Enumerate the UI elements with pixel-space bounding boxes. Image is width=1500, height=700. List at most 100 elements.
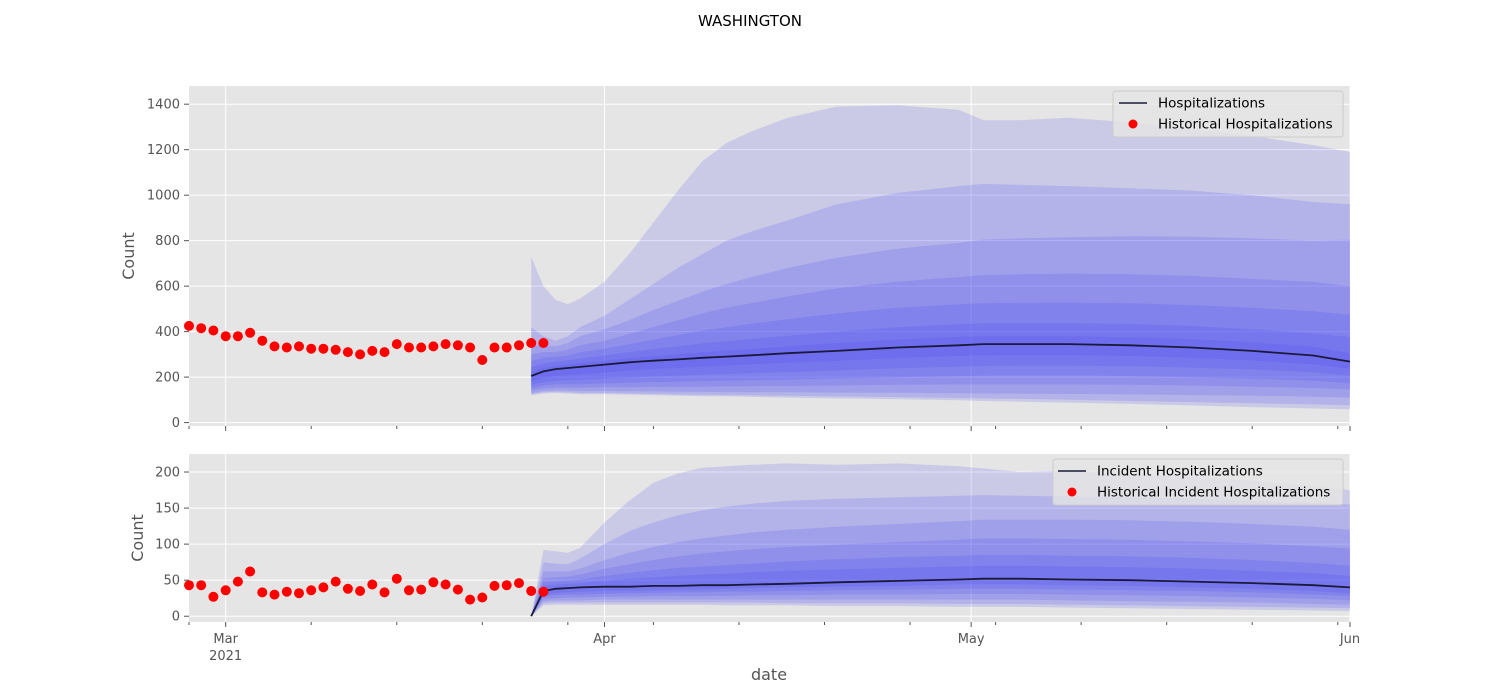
observed-point	[355, 349, 366, 360]
observed-point	[489, 580, 500, 591]
x-tick-label: May	[958, 632, 985, 647]
observed-point	[232, 576, 243, 587]
uncertainty-band-3	[531, 273, 1350, 391]
forecast-median-line	[530, 577, 1351, 617]
uncertainty-band-1	[531, 495, 1350, 617]
observed-point	[257, 587, 268, 598]
observed-point	[391, 339, 402, 350]
grid-hospitalizations	[189, 86, 1351, 426]
legend-box	[1052, 458, 1344, 506]
observed-point	[428, 577, 439, 588]
plot-area-hospitalizations	[189, 86, 1350, 426]
y-tick-label: 600	[155, 280, 180, 295]
observed-point	[514, 578, 524, 589]
y-tick-label: 200	[155, 371, 180, 386]
y-tick-label: 1400	[147, 98, 180, 113]
observed-point	[440, 579, 451, 590]
observed-point	[269, 589, 280, 600]
observed-point	[379, 587, 390, 598]
y-tick-label: 200	[155, 466, 180, 481]
x-tick-label: Apr	[593, 632, 616, 647]
y-tick-label: 0	[172, 416, 180, 431]
y-axis-label-hospitalizations: Count	[119, 232, 138, 280]
observed-point	[257, 335, 268, 346]
y-tick-label: 1000	[147, 189, 180, 204]
observed-point	[196, 580, 207, 591]
observed-point	[196, 323, 207, 334]
y-tick-label: 800	[155, 234, 180, 249]
marks-hospitalizations	[184, 320, 1351, 377]
y-tick-label: 150	[155, 502, 180, 517]
observed-point	[465, 594, 476, 605]
observed-point	[269, 341, 280, 352]
uncertainty-bands-hospitalizations	[531, 105, 1350, 410]
y-axis-label-incident-hospitalizations: Count	[128, 514, 147, 562]
legend-label-forecast: Hospitalizations	[1158, 96, 1265, 112]
y-ticks-hospitalizations: 0 200 400 600 800 1000 1200 1400	[147, 98, 189, 431]
incident-hospitalizations-panel: 0 50 100 150 200 Mar 2021 Apr May Jun Count Inci…	[128, 454, 1360, 664]
observed-point	[538, 338, 549, 348]
marks-incident-hospitalizations	[184, 566, 1351, 617]
observed-point	[220, 331, 231, 342]
observed-point	[294, 341, 304, 352]
legend-label-forecast: Incident Hospitalizations	[1097, 464, 1263, 480]
hospitalizations-panel: 0 200 400 600 800 1000 1200 1400 Count Hospital…	[119, 86, 1351, 431]
legend-hospitalizations: Hospitalizations Historical Hospitalizat…	[1112, 90, 1344, 138]
observed-point	[477, 355, 488, 365]
observed-point	[428, 341, 439, 352]
uncertainty-band-4	[531, 554, 1350, 617]
legend-label-historical: Historical Hospitalizations	[1158, 117, 1333, 133]
x-tick-sublabel: 2021	[209, 649, 242, 664]
observed-point	[245, 327, 256, 338]
observed-point	[391, 573, 402, 584]
observed-point	[306, 343, 317, 354]
observed-point	[220, 585, 231, 596]
observed-point	[184, 580, 194, 591]
y-tick-label: 50	[163, 574, 180, 589]
figure-title: WASHINGTON	[698, 12, 802, 30]
observed-point	[355, 586, 366, 596]
observed-point	[416, 342, 427, 353]
observed-point	[379, 347, 390, 358]
uncertainty-band-5	[531, 323, 1350, 386]
observed-point	[477, 592, 488, 603]
observed-point	[416, 584, 427, 595]
observed-point	[318, 582, 329, 593]
uncertainty-band-5	[531, 565, 1350, 617]
observed-point	[330, 576, 341, 587]
observed-point	[526, 586, 537, 596]
observed-point	[342, 347, 353, 358]
legend-label-historical: Historical Incident Hospitalizations	[1097, 485, 1330, 501]
x-ticks-incident-hospitalizations: Mar 2021 Apr May Jun	[188, 622, 1360, 664]
legend-swatch-dot	[1128, 119, 1138, 129]
x-tick-label: Jun	[1339, 632, 1360, 647]
observed-point	[342, 583, 353, 594]
observed-point	[318, 343, 329, 354]
observed-point	[452, 584, 463, 595]
observed-point	[367, 345, 378, 356]
x-tick-label: Mar	[213, 632, 238, 647]
uncertainty-band-2	[531, 519, 1350, 617]
observed-point	[404, 585, 414, 596]
observed-point	[452, 340, 463, 351]
observed-point	[404, 342, 414, 353]
x-ticks-hospitalizations	[188, 426, 1351, 431]
legend-swatch-dot	[1067, 487, 1077, 497]
observed-point	[294, 588, 304, 599]
observed-point	[501, 342, 512, 353]
observed-point	[245, 566, 256, 577]
observed-point	[526, 338, 537, 348]
uncertainty-band-6	[531, 336, 1350, 382]
uncertainty-band-1	[531, 183, 1350, 406]
observed-point	[330, 344, 341, 355]
observed-point	[489, 342, 500, 353]
observed-point	[538, 586, 549, 597]
legend-box	[1112, 90, 1344, 138]
forecast-median-line	[530, 343, 1351, 377]
y-tick-label: 0	[172, 610, 180, 625]
x-axis-label: date	[751, 665, 787, 684]
observed-point	[232, 331, 243, 342]
y-ticks-incident-hospitalizations: 0 50 100 150 200	[155, 466, 189, 625]
observed-point	[514, 340, 524, 351]
